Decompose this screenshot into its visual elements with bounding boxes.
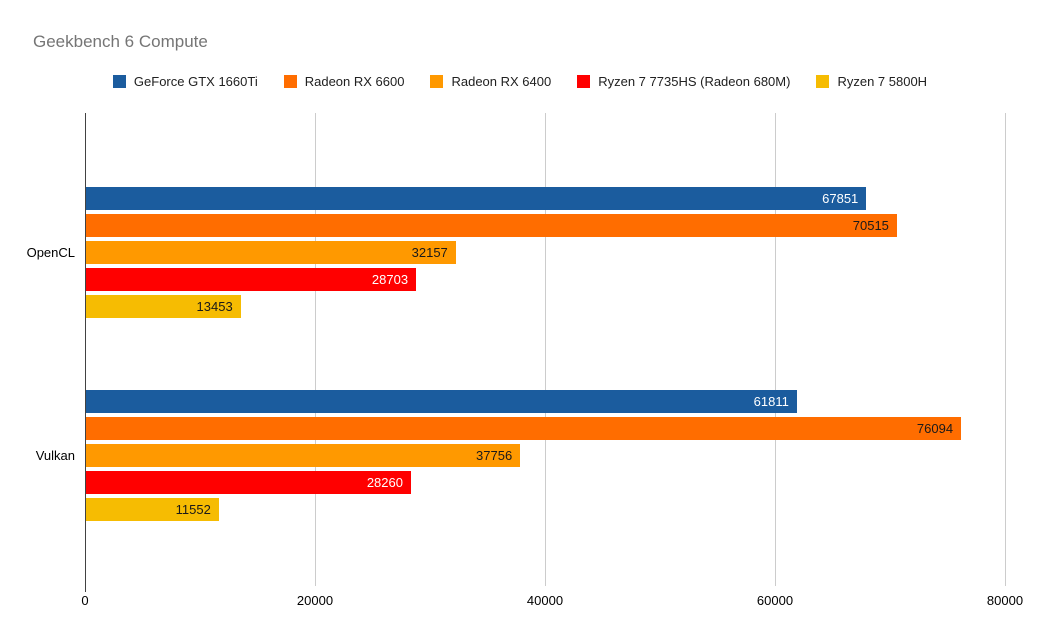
category-label-opencl: OpenCL xyxy=(26,245,75,260)
bar-opencl-series-4: 13453 xyxy=(86,295,241,318)
x-tick-label: 0 xyxy=(81,593,89,608)
legend-label: Radeon RX 6600 xyxy=(304,74,405,89)
legend-swatch-icon xyxy=(577,75,591,88)
category-label-vulkan: Vulkan xyxy=(35,448,75,463)
bar-value-label: 32157 xyxy=(411,245,448,260)
bar-opencl-series-1: 70515 xyxy=(86,214,897,237)
x-gridline xyxy=(775,113,776,586)
legend-item-3: Ryzen 7 7735HS (Radeon 680M) xyxy=(577,74,790,89)
y-axis-line xyxy=(85,113,86,592)
x-gridline xyxy=(1005,113,1006,586)
bar-vulkan-series-3: 28260 xyxy=(86,471,411,494)
bar-vulkan-series-0: 61811 xyxy=(86,390,797,413)
legend-swatch-icon xyxy=(816,75,830,88)
legend-item-0: GeForce GTX 1660Ti xyxy=(112,74,258,89)
chart-legend: GeForce GTX 1660Ti Radeon RX 6600 Radeon R… xyxy=(0,74,1040,89)
bar-vulkan-series-2: 37756 xyxy=(86,444,521,467)
bar-value-label: 11552 xyxy=(175,502,211,517)
bar-value-label: 13453 xyxy=(196,299,233,314)
legend-item-1: Radeon RX 6600 xyxy=(283,74,405,89)
x-tick-label: 80000 xyxy=(986,593,1024,608)
x-tick-label: 20000 xyxy=(296,593,334,608)
legend-label: GeForce GTX 1660Ti xyxy=(133,74,258,89)
bar-value-label: 28260 xyxy=(366,475,403,490)
x-gridline xyxy=(315,113,316,586)
legend-label: Ryzen 7 7735HS (Radeon 680M) xyxy=(598,74,791,89)
bar-value-label: 28703 xyxy=(371,272,409,287)
bar-opencl-series-2: 32157 xyxy=(86,241,456,264)
x-tick-label: 60000 xyxy=(756,593,794,608)
x-gridline xyxy=(545,113,546,586)
legend-label: Radeon RX 6400 xyxy=(451,74,552,89)
x-tick-label: 40000 xyxy=(526,593,564,608)
bar-value-label: 70515 xyxy=(852,218,889,233)
legend-swatch-icon xyxy=(430,75,444,88)
bar-value-label: 61811 xyxy=(753,394,789,409)
bar-opencl-series-3: 28703 xyxy=(86,268,417,291)
legend-item-2: Radeon RX 6400 xyxy=(430,74,551,89)
legend-item-4: Ryzen 7 5800H xyxy=(816,74,927,89)
bar-value-label: 37756 xyxy=(476,448,513,463)
bar-value-label: 67851 xyxy=(822,191,859,206)
bar-opencl-series-0: 67851 xyxy=(86,187,867,210)
bar-value-label: 76094 xyxy=(916,421,954,436)
chart-title: Geekbench 6 Compute xyxy=(33,32,208,51)
bar-vulkan-series-4: 11552 xyxy=(86,498,219,521)
bar-vulkan-series-1: 76094 xyxy=(86,417,962,440)
legend-swatch-icon xyxy=(283,75,297,88)
legend-swatch-icon xyxy=(112,75,126,88)
legend-label: Ryzen 7 5800H xyxy=(837,74,928,89)
